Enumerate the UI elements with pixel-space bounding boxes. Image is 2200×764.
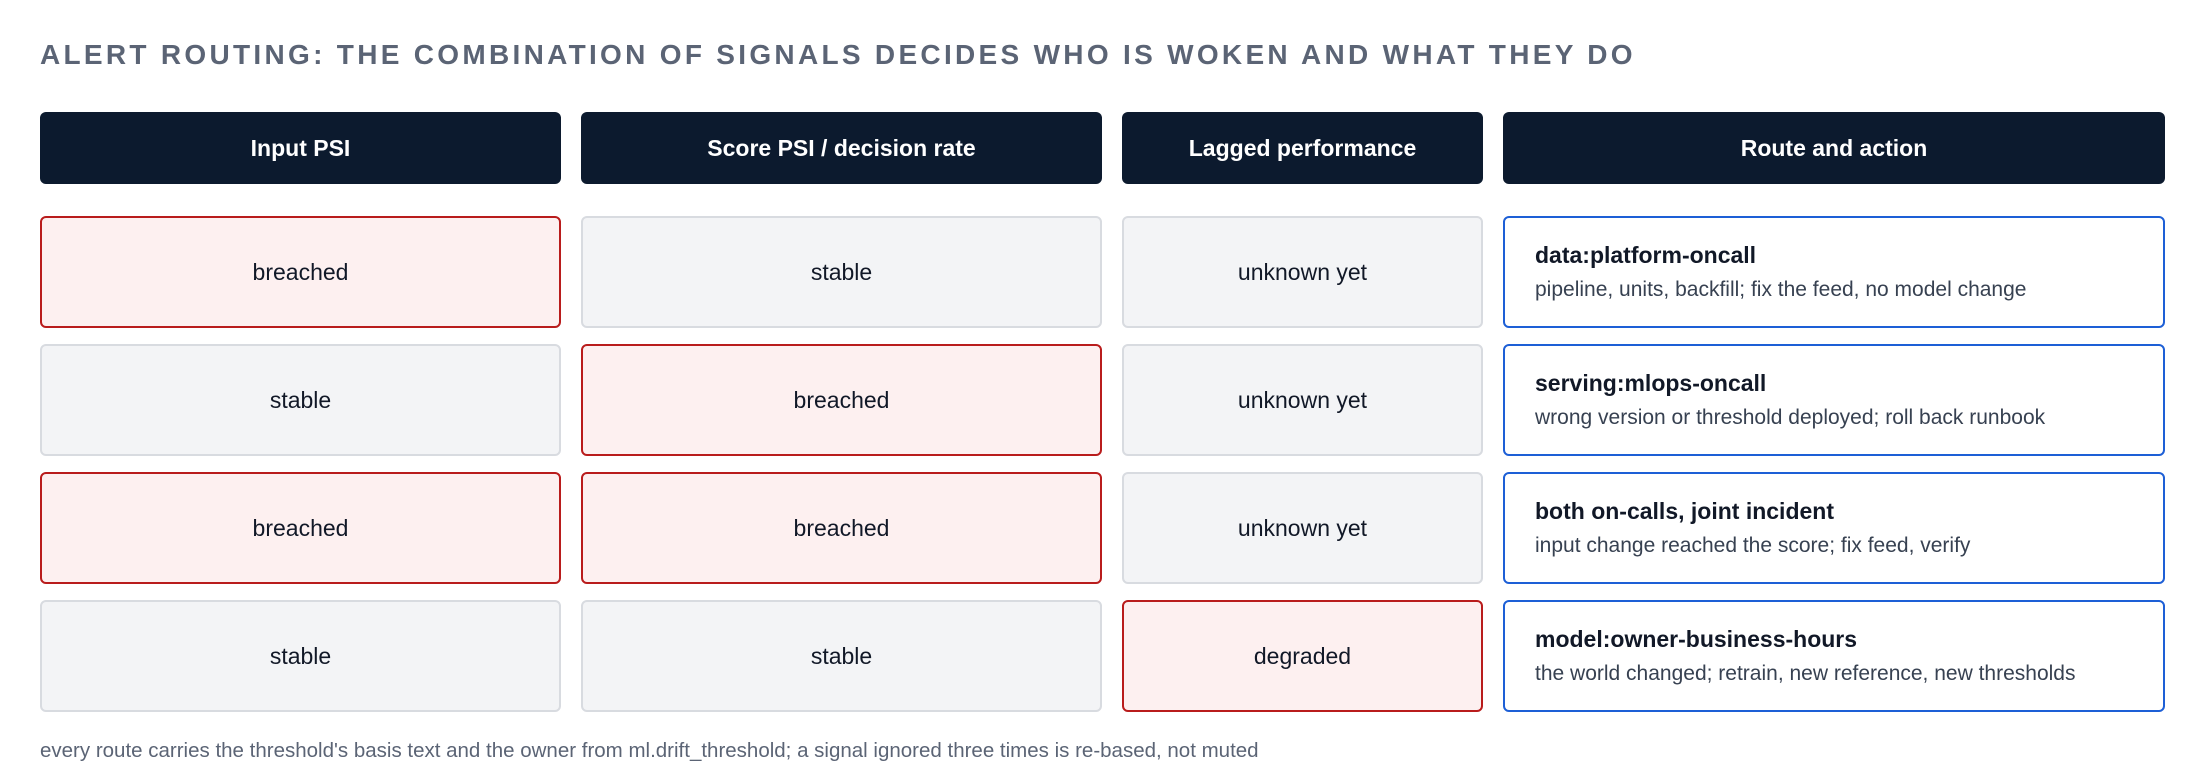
column-header-route-action: Route and action	[1503, 112, 2165, 184]
route-action: the world changed; retrain, new referenc…	[1535, 661, 2076, 685]
cell-input-psi: stable	[40, 600, 561, 712]
route-card: both on-calls, joint incident input chan…	[1503, 472, 2165, 584]
cell-input-psi: breached	[40, 216, 561, 328]
route-action: pipeline, units, backfill; fix the feed,…	[1535, 277, 2027, 301]
route-title: data:platform-oncall	[1535, 241, 1757, 268]
column-header-input-psi: Input PSI	[40, 112, 561, 184]
cell-lagged-performance: unknown yet	[1122, 472, 1483, 584]
routing-table: Input PSI Score PSI / decision rate Lagg…	[40, 112, 2165, 712]
route-title: model:owner-business-hours	[1535, 625, 1858, 652]
cell-score-psi: stable	[581, 216, 1102, 328]
route-card: model:owner-business-hours the world cha…	[1503, 600, 2165, 712]
route-card: data:platform-oncall pipeline, units, ba…	[1503, 216, 2165, 328]
cell-input-psi: stable	[40, 344, 561, 456]
figure-title: ALERT ROUTING: THE COMBINATION OF SIGNAL…	[40, 39, 1636, 70]
cell-lagged-performance: degraded	[1122, 600, 1483, 712]
footnote: every route carries the threshold's basi…	[40, 739, 1259, 762]
route-action: input change reached the score; fix feed…	[1535, 533, 1971, 557]
cell-lagged-performance: unknown yet	[1122, 216, 1483, 328]
cell-lagged-performance: unknown yet	[1122, 344, 1483, 456]
column-header-score-psi: Score PSI / decision rate	[581, 112, 1102, 184]
cell-score-psi: breached	[581, 344, 1102, 456]
cell-input-psi: breached	[40, 472, 561, 584]
cell-score-psi: breached	[581, 472, 1102, 584]
cell-score-psi: stable	[581, 600, 1102, 712]
route-action: wrong version or threshold deployed; rol…	[1535, 405, 2046, 429]
route-card: serving:mlops-oncall wrong version or th…	[1503, 344, 2165, 456]
route-title: serving:mlops-oncall	[1535, 369, 1767, 396]
column-header-lagged-performance: Lagged performance	[1122, 112, 1483, 184]
route-title: both on-calls, joint incident	[1535, 497, 1834, 524]
